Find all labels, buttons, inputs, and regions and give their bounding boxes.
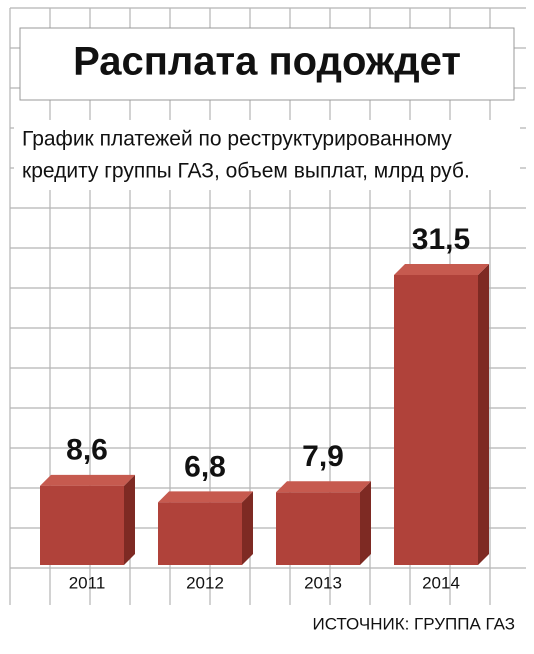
value-label: 8,6 xyxy=(66,434,108,467)
title-box xyxy=(19,27,515,101)
bar-side xyxy=(478,264,489,565)
bar-side xyxy=(360,481,371,565)
source: ИСТОЧНИК: ГРУППА ГАЗ xyxy=(312,614,515,633)
source-box xyxy=(300,610,522,640)
bar-top xyxy=(40,474,135,486)
bar xyxy=(276,492,360,565)
bar xyxy=(394,275,478,565)
subtitle-line: кредиту группы ГАЗ, объем выплат, млрд р… xyxy=(22,160,470,183)
x-tick-label: 2014 xyxy=(422,573,460,592)
bar-side xyxy=(242,491,253,565)
value-label: 6,8 xyxy=(184,450,226,483)
subtitle-box xyxy=(14,120,520,190)
x-tick-label: 2013 xyxy=(304,573,342,592)
bar-top xyxy=(276,481,371,493)
bar-top xyxy=(158,491,253,503)
value-label: 31,5 xyxy=(412,223,470,256)
subtitle-line: График платежей по реструктурированному xyxy=(22,128,452,151)
x-tick-label: 2012 xyxy=(186,573,224,592)
bar-top xyxy=(394,264,489,275)
value-label: 7,9 xyxy=(302,440,344,473)
chart-title: Расплата подождет xyxy=(73,40,461,84)
bar xyxy=(40,485,124,565)
bar-side xyxy=(124,474,135,565)
x-tick-label: 2011 xyxy=(69,573,106,592)
bar xyxy=(158,502,242,565)
